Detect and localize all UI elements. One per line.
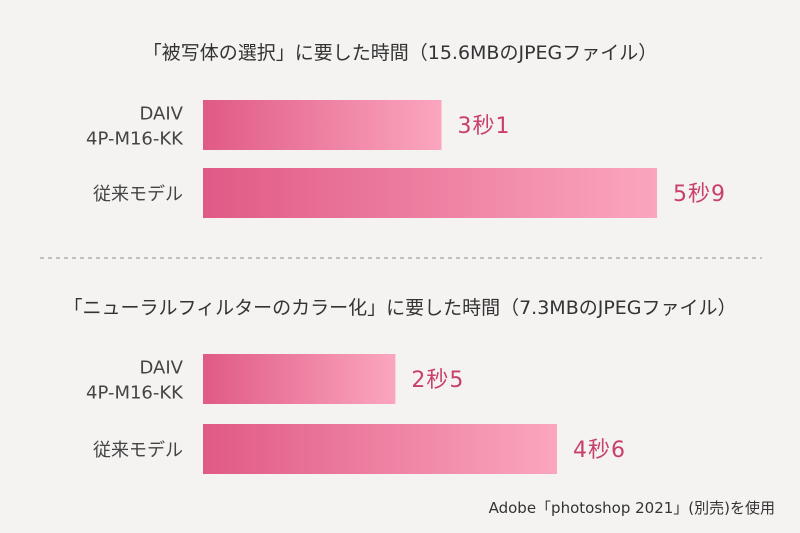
- category-label: 4P-M16-KK: [86, 129, 184, 150]
- chart-panel-1: 「被写体の選択」に要した時間（15.6MBのJPEGファイル） 3秒1 DAIV 4P…: [86, 42, 726, 218]
- category-label: 従来モデル: [93, 440, 183, 461]
- bar-value-label: 3秒1: [458, 114, 511, 139]
- category-label: 4P-M16-KK: [86, 383, 184, 404]
- chart-panel-2: 「ニューラルフィルターのカラー化」に要した時間（7.3MBのJPEGファイル） 2…: [63, 297, 737, 474]
- chart-title: 「被写体の選択」に要した時間（15.6MBのJPEGファイル）: [143, 42, 658, 64]
- bar: [203, 424, 557, 474]
- bar: [203, 100, 442, 150]
- footnote: Adobe「photoshop 2021」(別売)を使用: [489, 499, 775, 517]
- bar-value-label: 5秒9: [673, 182, 726, 207]
- bar-value-label: 4秒6: [573, 438, 626, 463]
- category-label: DAIV: [140, 358, 184, 379]
- category-label: 従来モデル: [93, 184, 183, 205]
- bar: [203, 168, 657, 218]
- category-label: DAIV: [140, 104, 184, 125]
- bar-value-label: 2秒5: [411, 368, 464, 393]
- bar: [203, 354, 396, 404]
- chart-title: 「ニューラルフィルターのカラー化」に要した時間（7.3MBのJPEGファイル）: [63, 297, 736, 319]
